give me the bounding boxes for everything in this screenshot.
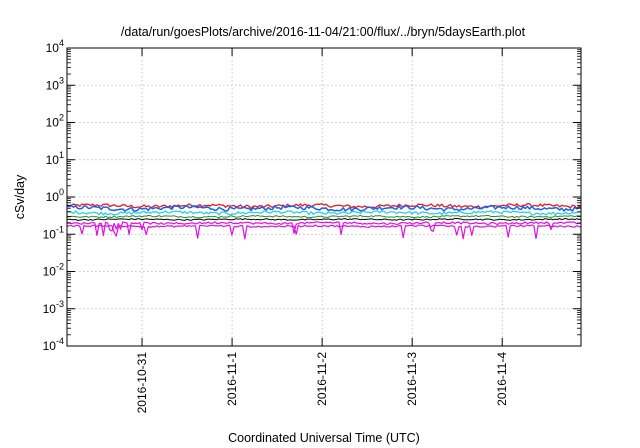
- y-tick-label: 10-4: [43, 336, 64, 353]
- series-lines: [66, 203, 582, 240]
- series-line: [66, 218, 582, 221]
- series-line: [66, 224, 582, 240]
- y-tick-label: 101: [46, 150, 64, 167]
- x-tick-label: 2016-11-3: [405, 352, 419, 406]
- y-tick-label: 102: [46, 113, 64, 130]
- grid: [67, 48, 581, 346]
- series-line: [66, 221, 582, 237]
- y-tick-label: 10-1: [43, 224, 64, 241]
- x-tick-label: 2016-11-4: [495, 352, 509, 406]
- series-line: [66, 204, 582, 212]
- y-tick-label: 104: [46, 38, 64, 55]
- y-tick-label: 10-2: [43, 262, 64, 279]
- x-axis-label: Coordinated Universal Time (UTC): [228, 431, 420, 445]
- x-tick-label: 2016-11-1: [225, 352, 239, 406]
- series-line: [66, 210, 582, 216]
- y-tick-label: 100: [46, 187, 64, 204]
- x-tick-label: 2016-10-31: [135, 352, 149, 414]
- series-line: [66, 203, 582, 210]
- y-axis-label: cSv/day: [13, 174, 27, 219]
- chart-title: /data/run/goesPlots/archive/2016-11-04/2…: [121, 25, 526, 39]
- y-tick-label: 103: [46, 75, 64, 92]
- x-tick-label: 2016-11-2: [315, 352, 329, 406]
- y-tick-label: 10-3: [43, 299, 64, 316]
- ticks: 10-4 10-3 10-2 10-1 100 101 102 103 104 2016-10-3…: [43, 38, 581, 413]
- series-line: [66, 214, 582, 219]
